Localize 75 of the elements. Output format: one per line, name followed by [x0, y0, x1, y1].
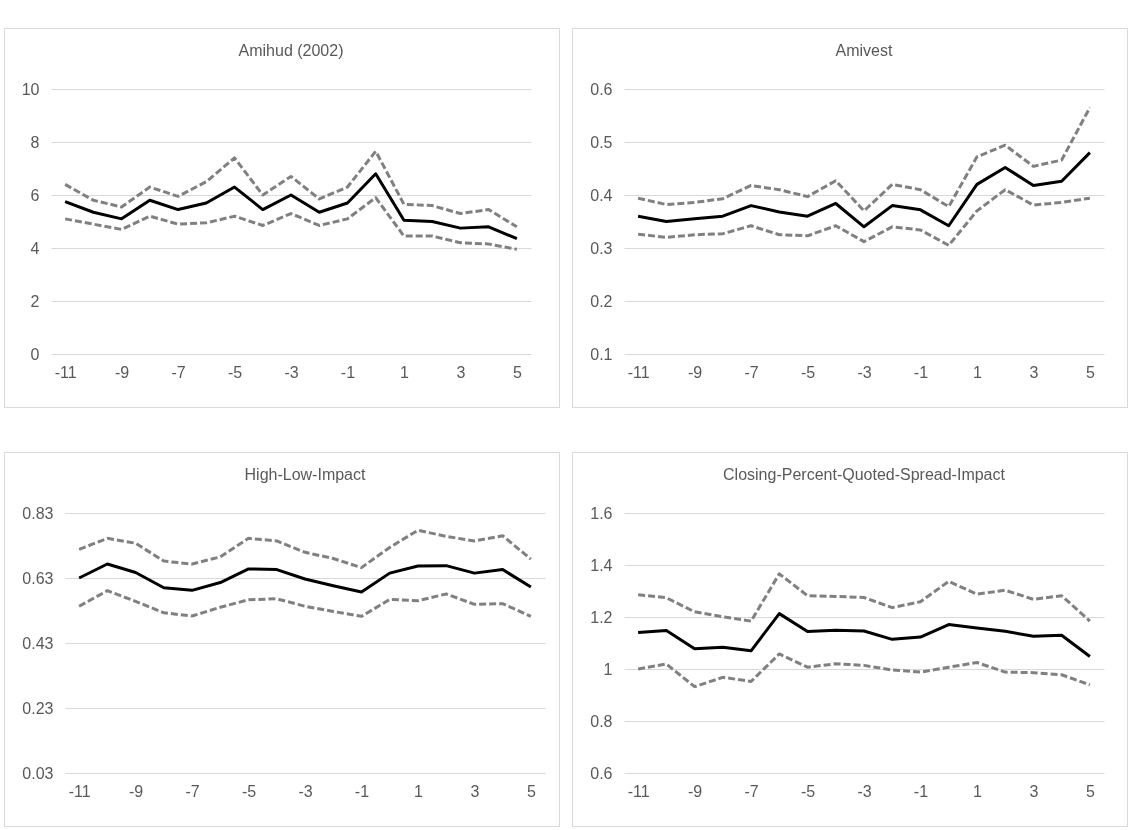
y-tick-label: 0.1: [590, 345, 613, 363]
x-tick-label: 1: [972, 782, 982, 800]
y-tick-label: 0.03: [22, 764, 54, 782]
y-tick-label: 0.83: [22, 504, 54, 522]
line-series: [77, 589, 533, 618]
y-tick-label: 0.5: [590, 133, 613, 151]
x-tick-label: -1: [340, 363, 356, 381]
x-tick-label: 1: [399, 363, 409, 381]
x-tick-label: 1: [972, 363, 982, 381]
y-tick-label: 0.4: [590, 186, 613, 204]
line-series: [636, 106, 1092, 213]
y-tick-label: 10: [21, 80, 40, 98]
x-tick-label: -5: [227, 363, 243, 381]
x-tick-label: -3: [857, 363, 872, 381]
y-tick-label: 6: [30, 186, 40, 204]
y-tick-label: 1.2: [590, 608, 613, 626]
x-tick-label: 5: [512, 363, 522, 381]
x-tick-label: 1: [413, 782, 423, 800]
x-tick-label: 3: [1029, 363, 1039, 381]
x-tick-label: -1: [913, 782, 929, 800]
y-tick-label: 0: [30, 345, 40, 363]
x-tick-label: -5: [800, 782, 816, 800]
chart-title: Closing-Percent-Quoted-Spread-Impact: [723, 466, 1006, 483]
x-tick-label: 3: [456, 363, 466, 381]
x-tick-label: -5: [241, 782, 257, 800]
chart-title: Amihud (2002): [238, 42, 344, 59]
y-tick-label: 0.63: [22, 569, 54, 587]
line-series: [636, 572, 1092, 623]
line-series: [636, 151, 1092, 229]
x-tick-label: -3: [857, 782, 872, 800]
y-tick-label: 8: [30, 133, 40, 151]
line-series: [636, 652, 1092, 689]
x-tick-label: -11: [627, 363, 650, 381]
y-tick-label: 0.3: [590, 239, 613, 257]
line-series: [63, 149, 519, 229]
x-tick-label: 3: [1029, 782, 1039, 800]
x-tick-label: -11: [54, 363, 77, 381]
y-tick-label: 0.43: [22, 634, 54, 652]
y-tick-label: 1.4: [590, 556, 613, 574]
x-tick-label: -7: [171, 363, 186, 381]
y-tick-label: 1: [603, 660, 613, 678]
x-tick-label: 3: [470, 782, 480, 800]
line-series: [636, 188, 1092, 247]
x-tick-label: -9: [128, 782, 144, 800]
x-tick-label: -7: [185, 782, 200, 800]
y-tick-label: 0.23: [22, 699, 54, 717]
line-series: [77, 528, 533, 570]
line-series: [63, 196, 519, 251]
x-tick-label: -11: [627, 782, 650, 800]
y-tick-label: 2: [30, 292, 40, 310]
x-tick-label: -1: [913, 363, 929, 381]
y-tick-label: 1.6: [590, 504, 613, 522]
x-tick-label: -9: [687, 782, 703, 800]
x-tick-label: 5: [526, 782, 536, 800]
line-series: [77, 562, 533, 594]
x-tick-label: -7: [744, 782, 759, 800]
line-series: [636, 612, 1092, 659]
y-tick-label: 0.8: [590, 712, 613, 730]
x-tick-label: -9: [114, 363, 130, 381]
x-tick-label: 5: [1085, 363, 1095, 381]
line-series: [63, 172, 519, 241]
x-tick-label: -3: [298, 782, 313, 800]
x-tick-label: -9: [687, 363, 703, 381]
x-tick-label: -7: [744, 363, 759, 381]
x-tick-label: 5: [1085, 782, 1095, 800]
x-tick-label: -1: [354, 782, 370, 800]
chart-title: Amivest: [835, 42, 893, 59]
y-tick-label: 0.2: [590, 292, 613, 310]
x-tick-label: -3: [284, 363, 299, 381]
y-tick-label: 0.6: [590, 764, 613, 782]
y-tick-label: 0.6: [590, 80, 613, 98]
y-tick-label: 4: [30, 239, 40, 257]
x-tick-label: -5: [800, 363, 816, 381]
chart-title: High-Low-Impact: [244, 466, 367, 483]
x-tick-label: -11: [68, 782, 91, 800]
